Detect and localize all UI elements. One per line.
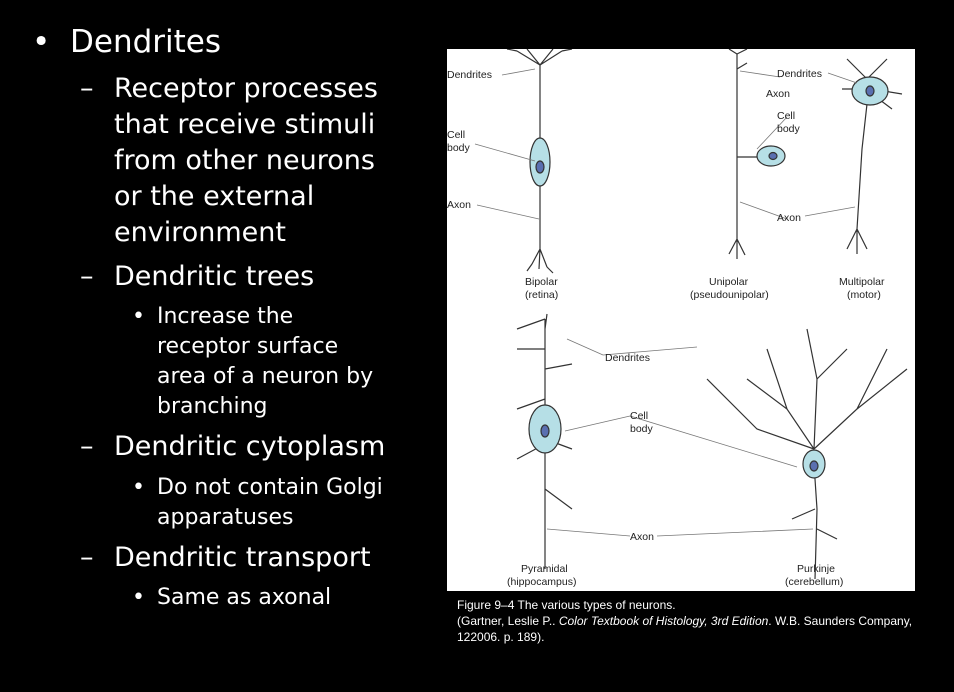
label-unipolar-sub: (pseudounipolar) bbox=[690, 289, 769, 301]
line: environment bbox=[114, 217, 286, 248]
bullet-marker: • bbox=[32, 24, 51, 60]
multipolar-neuron bbox=[842, 58, 903, 254]
line: Do not contain Golgi bbox=[157, 475, 383, 500]
neuron-types-figure: Dendrites Cell body Axon Axon Dendrites … bbox=[447, 49, 915, 591]
subsubbullet-same-as-axonal: • Same as axonal bbox=[132, 583, 331, 613]
caption-line-3: 122006. p. 189). bbox=[457, 630, 545, 644]
bullet-text: Dendritic cytoplasm bbox=[114, 431, 386, 462]
neuron-diagram: Dendrites Cell body Axon Axon Dendrites … bbox=[447, 49, 908, 588]
leader-lines bbox=[474, 68, 858, 537]
label-dendrites: Dendrites bbox=[447, 69, 492, 81]
label-purkinje-sub: (cerebellum) bbox=[785, 576, 843, 588]
label-body: body bbox=[630, 423, 654, 435]
label-cell: Cell bbox=[447, 129, 465, 141]
label-pyramidal: Pyramidal bbox=[521, 563, 568, 575]
label-axon: Axon bbox=[777, 212, 801, 224]
label-axon: Axon bbox=[630, 531, 654, 543]
subbullet-dendritic-cytoplasm: – Dendritic cytoplasm bbox=[80, 429, 385, 465]
line: from other neurons bbox=[114, 145, 375, 176]
line: receptor surface bbox=[157, 334, 339, 359]
label-multipolar-sub: (motor) bbox=[847, 289, 881, 301]
dash-marker: – bbox=[80, 431, 94, 462]
figure-caption: Figure 9–4 The various types of neurons.… bbox=[457, 597, 947, 645]
line: area of a neuron by bbox=[157, 364, 374, 389]
label-bipolar-sub: (retina) bbox=[525, 289, 558, 301]
bullet-marker: • bbox=[132, 304, 145, 329]
label-dendrites: Dendrites bbox=[777, 68, 822, 80]
label-axon: Axon bbox=[447, 199, 471, 211]
line: branching bbox=[157, 394, 268, 419]
label-bipolar: Bipolar bbox=[525, 276, 558, 288]
bipolar-neuron bbox=[506, 49, 573, 274]
line: or the external bbox=[114, 181, 315, 212]
subbullet-receptor-processes: – Receptor processes that receive stimul… bbox=[80, 71, 378, 251]
bullet-marker: • bbox=[132, 475, 145, 500]
line: Receptor processes bbox=[114, 73, 378, 104]
subsubbullet-no-golgi: • Do not contain Golgi apparatuses bbox=[132, 473, 383, 533]
label-cell: Cell bbox=[630, 410, 648, 422]
bullet-text: Dendrites bbox=[70, 24, 222, 60]
line: apparatuses bbox=[157, 505, 294, 530]
label-unipolar: Unipolar bbox=[709, 276, 749, 288]
label-purkinje: Purkinje bbox=[797, 563, 835, 575]
caption-book-title: Color Textbook of Histology, 3rd Edition bbox=[558, 614, 769, 628]
bullet-marker: • bbox=[132, 585, 145, 610]
label-body: body bbox=[777, 123, 801, 135]
label-cell: Cell bbox=[777, 110, 795, 122]
caption-line-2: (Gartner, Leslie P.. Color Textbook of H… bbox=[457, 613, 947, 629]
caption-line-1: Figure 9–4 The various types of neurons. bbox=[457, 598, 676, 612]
subsubbullet-increase-surface: • Increase the receptor surface area of … bbox=[132, 302, 373, 422]
label-dendrites: Dendrites bbox=[605, 352, 650, 364]
label-multipolar: Multipolar bbox=[839, 276, 885, 288]
purkinje-neuron bbox=[706, 328, 908, 580]
caption-line-2-pre: (Gartner, Leslie P.. bbox=[457, 614, 559, 628]
dash-marker: – bbox=[80, 261, 94, 292]
dash-marker: – bbox=[80, 542, 94, 573]
label-pyramidal-sub: (hippocampus) bbox=[507, 576, 576, 588]
caption-line-2-post: . W.B. Saunders Company, bbox=[768, 614, 913, 628]
line: Increase the bbox=[157, 304, 294, 329]
label-body: body bbox=[447, 142, 471, 154]
unipolar-neuron bbox=[728, 49, 786, 259]
dash-marker: – bbox=[80, 73, 94, 104]
pyramidal-neuron bbox=[516, 313, 573, 569]
label-axon: Axon bbox=[766, 88, 790, 100]
bullet-text: Same as axonal bbox=[157, 585, 332, 610]
subbullet-dendritic-trees: – Dendritic trees bbox=[80, 259, 314, 295]
bullet-dendrites: • Dendrites bbox=[32, 24, 221, 60]
neuron-outlines bbox=[474, 49, 908, 580]
line: that receive stimuli bbox=[114, 109, 376, 140]
bullet-text: Dendritic transport bbox=[114, 542, 371, 573]
subbullet-dendritic-transport: – Dendritic transport bbox=[80, 540, 371, 576]
bullet-text: Dendritic trees bbox=[114, 261, 315, 292]
